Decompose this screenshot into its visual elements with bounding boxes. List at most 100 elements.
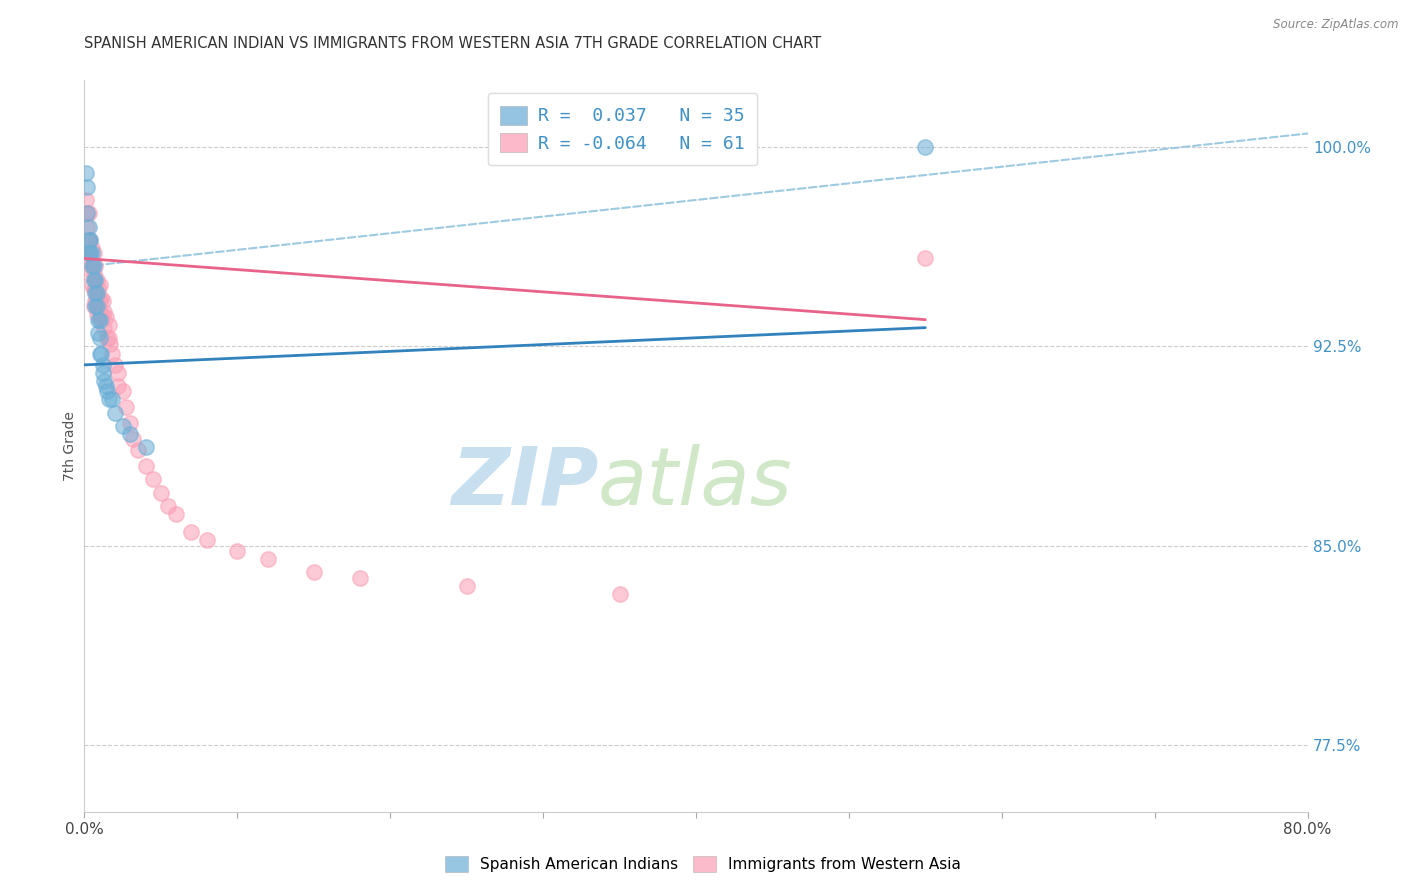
Point [80,246,103,260]
Point [86,299,108,313]
Point [111,384,134,399]
Point [83,284,105,298]
Point [97,331,120,345]
Point [87,281,110,295]
Point [87,312,110,326]
Point [93,320,115,334]
Point [91,293,114,308]
Point [180,525,202,540]
Point [86,286,108,301]
Point [84,299,107,313]
Point [79,233,101,247]
Point [101,347,124,361]
Point [84,286,107,301]
Point [107,366,129,380]
Point [111,419,134,434]
Point [104,406,127,420]
Point [87,299,110,313]
Point [80,241,103,255]
Point [122,433,145,447]
Point [89,312,111,326]
Point [914,252,936,266]
Point [165,507,187,521]
Point [79,246,101,260]
Point [135,440,157,454]
Point [114,401,136,415]
Point [76,206,98,220]
Legend: R =  0.037   N = 35, R = -0.064   N = 61: R = 0.037 N = 35, R = -0.064 N = 61 [488,93,758,165]
Point [84,281,107,295]
Point [80,260,103,274]
Point [77,233,100,247]
Point [914,140,936,154]
Point [83,268,105,282]
Point [79,252,101,266]
Point [91,310,114,324]
Point [77,246,100,260]
Point [257,552,280,566]
Point [83,246,105,260]
Point [76,206,98,220]
Point [84,293,107,308]
Point [226,544,249,558]
Point [456,579,478,593]
Point [149,485,172,500]
Text: Source: ZipAtlas.com: Source: ZipAtlas.com [1274,18,1399,31]
Point [157,499,180,513]
Point [89,347,111,361]
Point [120,417,142,431]
Point [97,318,120,332]
Point [120,427,142,442]
Point [89,310,111,324]
Point [94,379,117,393]
Point [79,233,101,247]
Point [77,233,100,247]
Point [98,336,121,351]
Point [107,379,129,393]
Point [89,331,111,345]
Point [127,442,149,457]
Point [86,307,108,321]
Point [84,273,107,287]
Point [97,392,120,407]
Point [86,273,108,287]
Point [96,331,118,345]
Point [96,384,118,399]
Point [77,206,100,220]
Point [86,292,108,306]
Point [76,179,98,194]
Point [89,278,111,293]
Point [93,304,115,318]
Legend: Spanish American Indians, Immigrants from Western Asia: Spanish American Indians, Immigrants fro… [437,848,969,880]
Point [80,278,103,293]
Y-axis label: 7th Grade: 7th Grade [63,411,77,481]
Point [91,358,114,372]
Point [89,293,111,308]
Point [75,166,97,180]
Point [349,571,371,585]
Point [90,307,112,321]
Point [135,458,157,473]
Point [93,374,115,388]
Point [101,392,124,407]
Point [90,292,112,306]
Point [104,358,127,372]
Point [83,299,105,313]
Point [77,219,100,234]
Point [83,260,105,274]
Point [76,219,98,234]
Text: atlas: atlas [598,443,793,522]
Point [94,310,117,324]
Point [609,586,631,600]
Point [87,326,110,340]
Point [75,193,97,207]
Text: SPANISH AMERICAN INDIAN VS IMMIGRANTS FROM WESTERN ASIA 7TH GRADE CORRELATION CH: SPANISH AMERICAN INDIAN VS IMMIGRANTS FR… [84,36,821,51]
Point [83,273,105,287]
Point [195,533,218,548]
Point [80,260,103,274]
Text: ZIP: ZIP [451,443,598,522]
Point [84,260,107,274]
Point [79,268,101,282]
Point [90,347,112,361]
Point [91,366,114,380]
